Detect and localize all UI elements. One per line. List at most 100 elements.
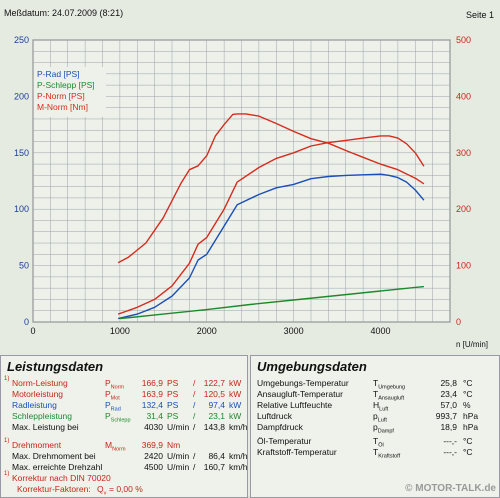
ambient-data-title: Umgebungsdaten xyxy=(257,359,367,374)
x-tick-label: 3000 xyxy=(284,326,304,336)
x-tick-label: 1000 xyxy=(110,326,130,336)
y-left-tick-label: 0 xyxy=(24,317,29,327)
value-separator: / xyxy=(193,422,196,432)
correction-label: Korrektur nach DIN 70020 xyxy=(12,473,111,483)
value-secondary: 86,4 xyxy=(208,451,225,461)
power-data-row: Schleppleistung PSchlepp 31,4 PS / 23,1 kW xyxy=(1,411,247,424)
row-unit: °C xyxy=(463,436,473,446)
x-tick-label: 0 xyxy=(30,326,35,336)
y-right-tick-label: 300 xyxy=(456,148,471,158)
correction-footnote-row: 1) Korrektur nach DIN 70020 xyxy=(1,471,247,484)
unit-secondary: km/h xyxy=(229,451,248,461)
unit-secondary: kW xyxy=(229,400,242,410)
quantity-symbol: pDampf xyxy=(373,422,394,435)
power-data-row: Radleistung PRad 132,4 PS / 97,4 kW xyxy=(1,400,247,413)
power-data-row: 1) Norm-Leistung PNorm 166,9 PS / 122,7 kW xyxy=(1,376,247,391)
row-unit: hPa xyxy=(463,422,479,432)
row-unit: °C xyxy=(463,447,473,457)
value-secondary: 160,7 xyxy=(203,462,225,472)
row-unit: % xyxy=(463,400,471,410)
row-label: Ansaugluft-Temperatur xyxy=(257,389,343,399)
value-secondary: 97,4 xyxy=(208,400,225,410)
value-secondary: 122,7 xyxy=(203,378,225,388)
chart-legend: P-Rad [PS]P-Schlepp [PS]P-Norm [PS]M-Nor… xyxy=(34,67,106,117)
row-unit: hPa xyxy=(463,411,479,421)
unit-secondary: km/h xyxy=(229,422,248,432)
series-line-3 xyxy=(117,135,425,315)
series-line-4 xyxy=(117,113,425,264)
unit-primary: Nm xyxy=(167,440,181,450)
ambient-data-panel: Umgebungsdaten Umgebungs-Temperatur TUmge… xyxy=(250,355,500,498)
x-tick-label: 4000 xyxy=(370,326,390,336)
quantity-symbol: TÖl xyxy=(373,436,384,449)
row-value: 993,7 xyxy=(435,411,457,421)
quantity-symbol: MNorm xyxy=(105,440,126,453)
y-right-tick-label: 100 xyxy=(456,261,471,271)
ambient-data-row: Luftdruck pLuft 993,7 hPa xyxy=(251,411,499,424)
row-label: Schleppleistung xyxy=(12,411,73,421)
row-label: Kraftstoff-Temperatur xyxy=(257,447,337,457)
unit-primary: U/min xyxy=(167,451,190,461)
power-data-row: Max. Leistung bei 4030 U/min/ 143,8 km/h xyxy=(1,422,247,433)
series-line-2 xyxy=(119,285,424,320)
series-line-1 xyxy=(117,173,425,320)
value-secondary: 23,1 xyxy=(208,411,225,421)
legend-entry: P-Rad [PS] xyxy=(37,69,80,79)
row-value: 23,4 xyxy=(440,389,457,399)
row-value: 57,0 xyxy=(440,400,457,410)
quantity-symbol: PNorm xyxy=(105,378,125,391)
legend-entry: M-Norm [Nm] xyxy=(37,102,88,112)
quantity-symbol: PRad xyxy=(105,400,121,413)
x-tick-label: 2000 xyxy=(197,326,217,336)
quantity-symbol: TKraftstoff xyxy=(373,447,401,460)
row-label: Dampfdruck xyxy=(257,422,303,432)
correction-factor-value: = 0,00 % xyxy=(109,484,143,494)
row-label: Drehmoment xyxy=(12,440,62,450)
value-separator: / xyxy=(193,400,196,410)
unit-primary: PS xyxy=(167,378,179,388)
value-separator: / xyxy=(193,378,196,388)
value-primary: 31,4 xyxy=(146,411,163,421)
value-primary: 4030 xyxy=(144,422,163,432)
measurement-date: Meßdatum: 24.07.2009 (8:21) xyxy=(4,8,124,18)
legend-entry: P-Schlepp [PS] xyxy=(37,80,95,90)
row-label: Max. Leistung bei xyxy=(12,422,79,432)
unit-primary: PS xyxy=(167,411,179,421)
power-torque-chart: 0 1000 2000 3000 4000 0 50 100 150 200 250 0 100 200 3… xyxy=(14,35,488,349)
unit-primary: U/min xyxy=(167,422,190,432)
y-right-tick-label: 500 xyxy=(456,35,471,45)
quantity-symbol: HLuft xyxy=(373,400,389,413)
y-left-tick-label: 100 xyxy=(14,204,29,214)
footnote-marker: 1) xyxy=(4,376,10,382)
row-label: Relative Luftfeuchte xyxy=(257,400,333,410)
ambient-data-row: Dampfdruck pDampf 18,9 hPa xyxy=(251,422,499,435)
y-left-tick-label: 250 xyxy=(14,35,29,45)
power-data-row: Motorleistung PMot 163,9 PS / 120,5 kW xyxy=(1,389,247,402)
y-right-tick-label: 0 xyxy=(456,317,461,327)
unit-secondary: kW xyxy=(229,411,242,421)
y-left-tick-label: 50 xyxy=(19,261,29,271)
row-label: Norm-Leistung xyxy=(12,378,68,388)
unit-secondary: kW xyxy=(229,378,242,388)
row-label: Max. erreichte Drehzahl xyxy=(12,462,103,472)
quantity-symbol: pLuft xyxy=(373,411,387,424)
unit-secondary: km/h xyxy=(229,462,248,472)
y-left-tick-label: 150 xyxy=(14,148,29,158)
power-data-row: Max. Drehmoment bei 2420 U/min/ 86,4 km/h xyxy=(1,451,247,462)
x-axis-unit-label: n [U/min] xyxy=(456,340,488,349)
value-separator: / xyxy=(193,389,196,399)
row-unit: °C xyxy=(463,378,473,388)
correction-factor-row: Korrektur-Faktoren: Qv = 0,00 % xyxy=(1,484,247,497)
value-primary: 2420 xyxy=(144,451,163,461)
page-number: Seite 1 xyxy=(465,10,494,20)
correction-factor-symbol: Qv xyxy=(97,484,107,497)
watermark: © MOTOR-TALK.de xyxy=(405,483,496,494)
ambient-data-row: Umgebungs-Temperatur TUmgebung 25,8 °C xyxy=(251,378,499,391)
value-separator: / xyxy=(193,451,196,461)
y-left-tick-label: 200 xyxy=(14,91,29,101)
row-unit: °C xyxy=(463,389,473,399)
correction-factor-label: Korrektur-Faktoren: xyxy=(17,484,91,494)
power-data-panel: Leistungsdaten 1) Norm-Leistung PNorm 166,9… xyxy=(0,355,248,498)
ambient-data-row: Öl-Temperatur TÖl ---,- °C xyxy=(251,436,499,449)
